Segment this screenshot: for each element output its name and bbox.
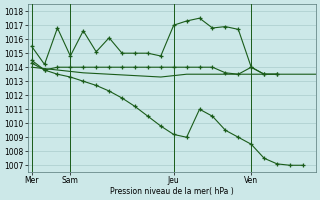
X-axis label: Pression niveau de la mer( hPa ): Pression niveau de la mer( hPa ) xyxy=(110,187,234,196)
